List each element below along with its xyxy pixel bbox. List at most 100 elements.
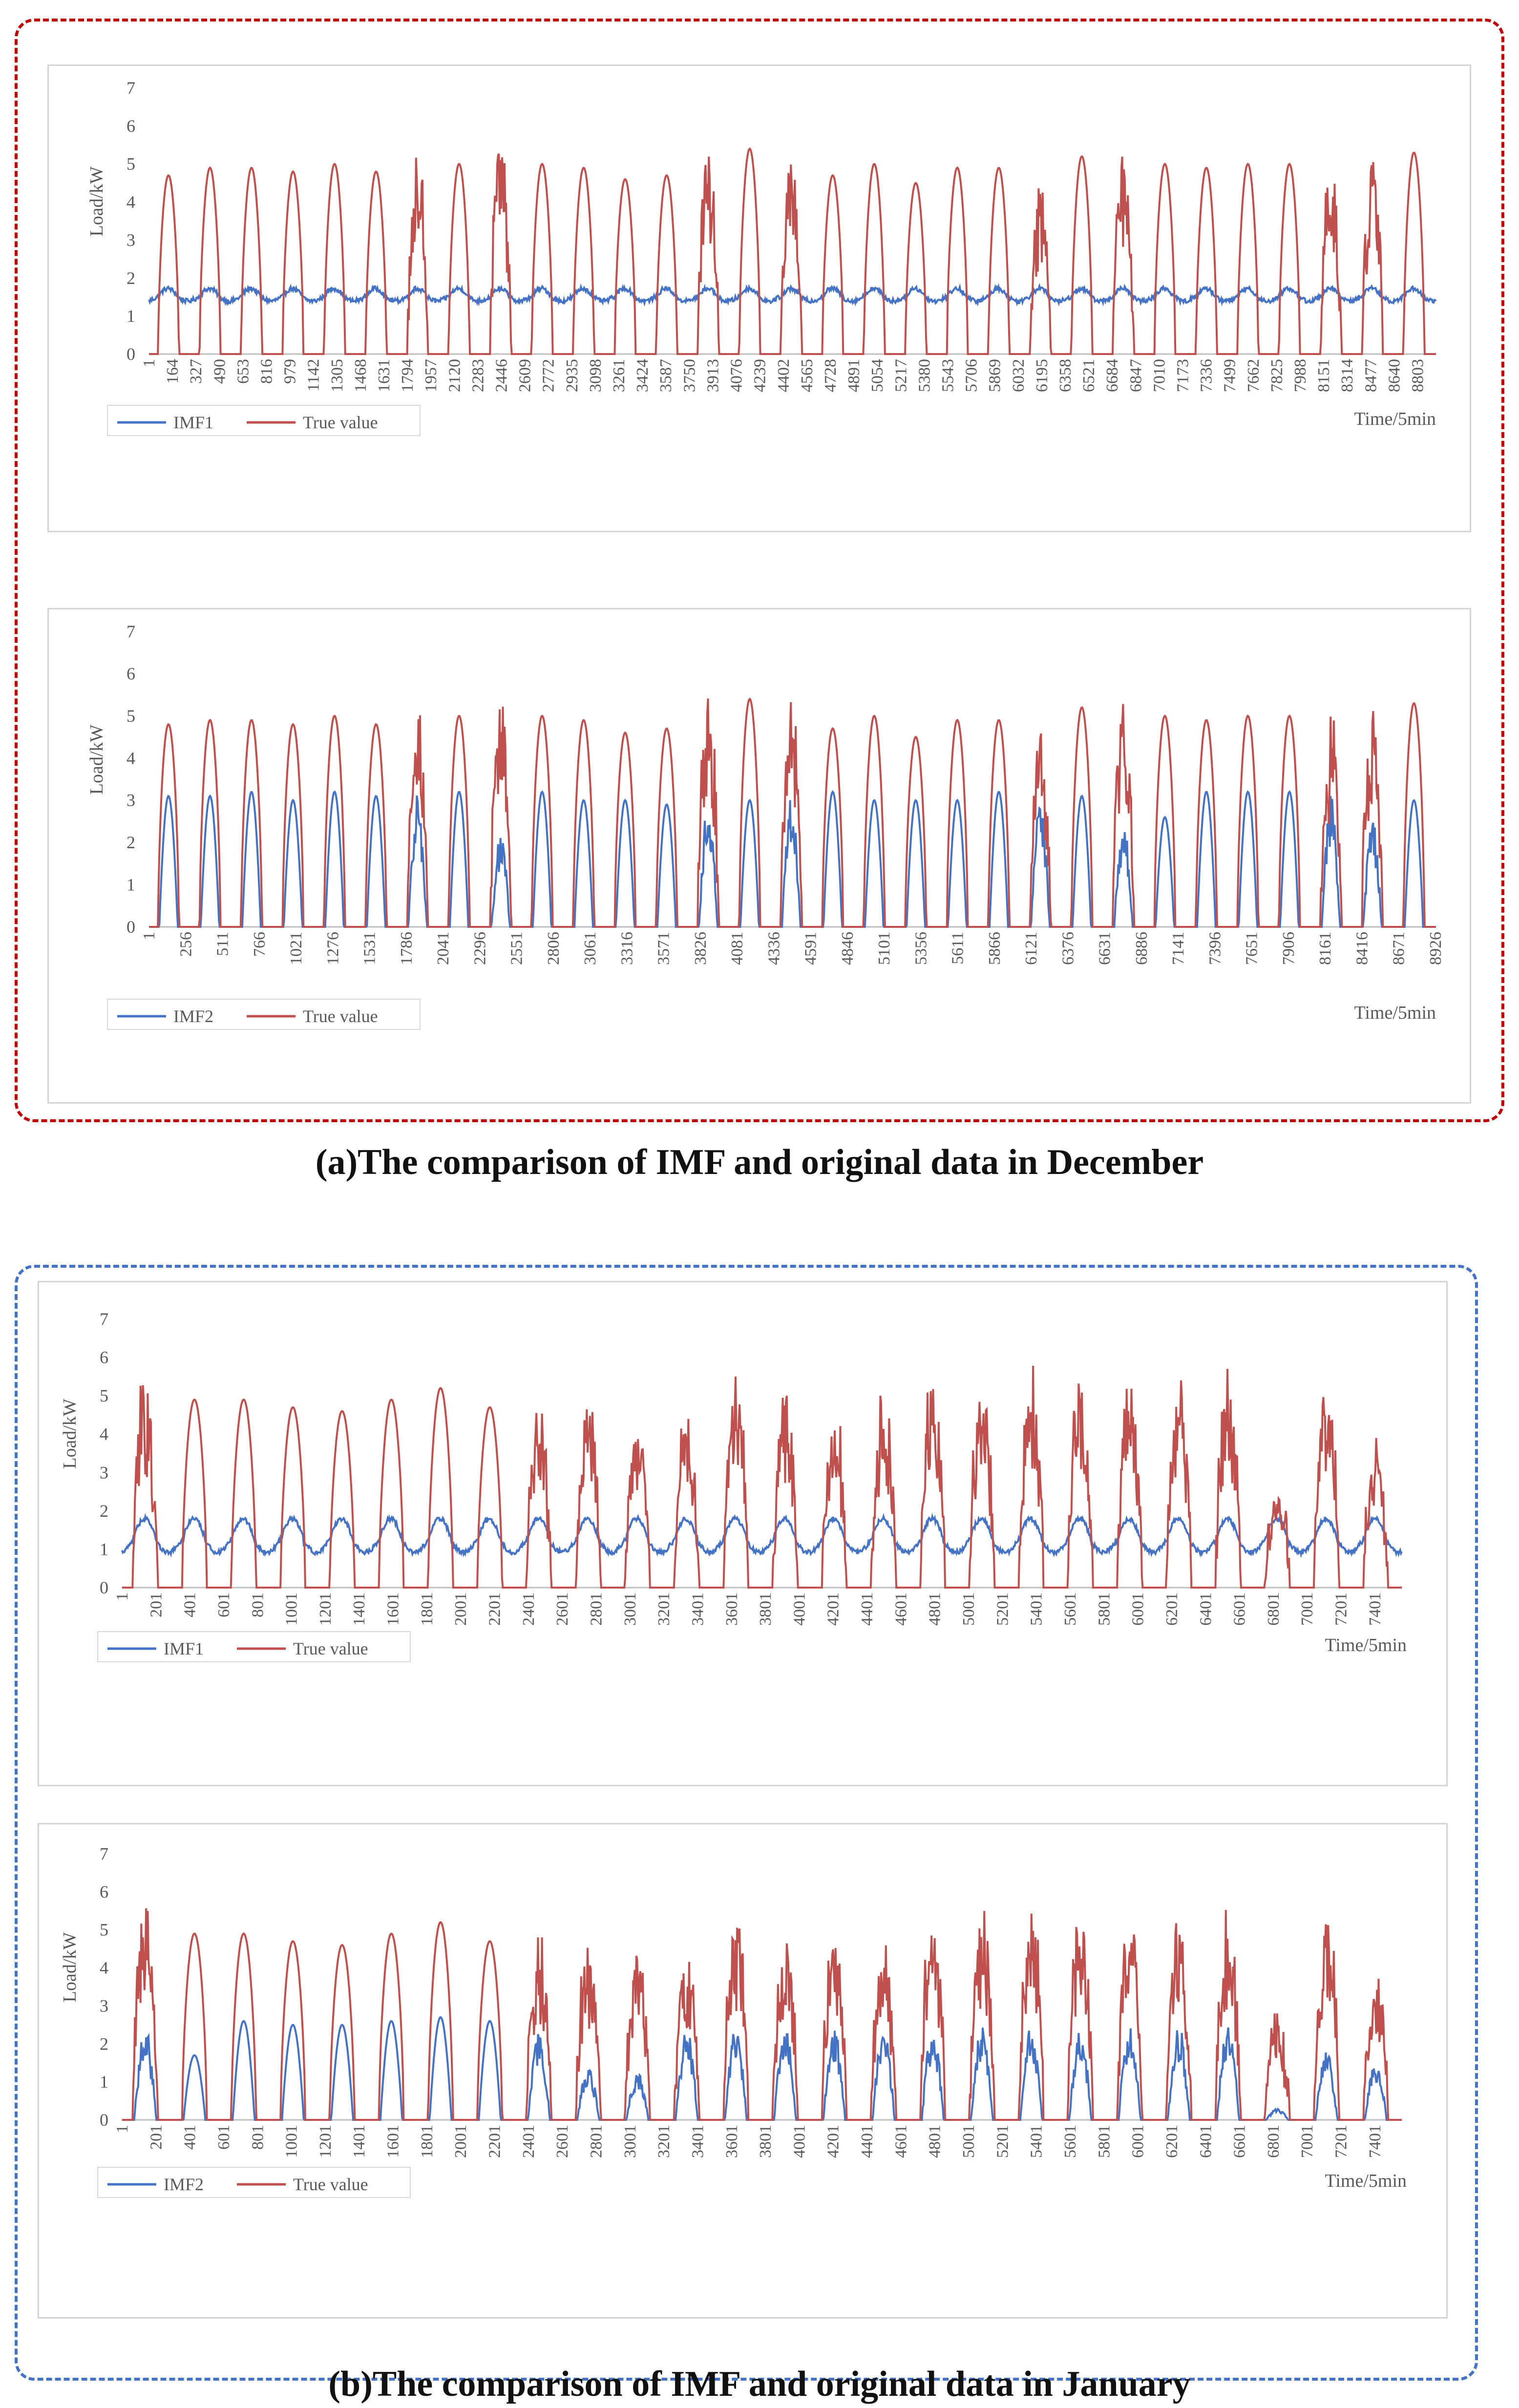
y-tick-label: 0: [127, 917, 135, 937]
x-tick-label: 6401: [1197, 2125, 1215, 2158]
x-tick-label: 6001: [1129, 2125, 1147, 2158]
x-tick-label: 8314: [1338, 359, 1356, 392]
x-tick-label: 7401: [1366, 2125, 1384, 2158]
legend-label-true-value: True value: [303, 413, 378, 432]
chart-frame-a-bottom: 0 1 2 3 4 5 6 7 Load/kW 1 256 511 766 1021 1276 1531 178…: [47, 608, 1471, 1104]
x-tick-label: 766: [251, 932, 269, 957]
x-tick-label: 3261: [610, 359, 628, 392]
y-tick-label: 4: [100, 1958, 108, 1978]
x-tick-label: 5401: [1028, 2125, 1046, 2158]
y-tick-label: 6: [127, 664, 135, 683]
y-tick-label: 6: [100, 1348, 108, 1367]
x-tick-label: 401: [181, 2125, 199, 2150]
january-group-box: [15, 1265, 1478, 2381]
x-tick-label: 2601: [553, 2125, 571, 2158]
x-tick-label: 7141: [1169, 932, 1187, 965]
y-tick-label: 5: [100, 1386, 108, 1405]
x-tick-label: 2283: [469, 359, 487, 392]
x-tick-label: 5054: [868, 359, 886, 392]
y-tick-label: 7: [100, 1844, 108, 1864]
legend-label-imf: IMF2: [164, 2175, 204, 2194]
x-tick-label: 7401: [1366, 1592, 1384, 1626]
x-tick-label: 5601: [1061, 1592, 1079, 1626]
x-tick-label: 5706: [963, 359, 981, 392]
x-tick-label: 6376: [1059, 932, 1077, 965]
x-tick-label: 8671: [1390, 932, 1408, 965]
x-tick-label: 6684: [1103, 359, 1121, 392]
x-tick-label: 6195: [1033, 359, 1051, 392]
caption-january: (b)The comparison of IMF and original da…: [328, 2364, 1191, 2404]
x-tick-label: 2201: [486, 2125, 504, 2158]
y-tick-label: 1: [127, 875, 135, 895]
x-tick-label: 6601: [1231, 2125, 1249, 2158]
x-tick-label: 2446: [493, 359, 511, 392]
series-line-imf2: [122, 2016, 1402, 2121]
x-tick-label: 8161: [1316, 932, 1334, 965]
x-axis-label: Time/5min: [1354, 1003, 1436, 1023]
x-tick-label: 6847: [1127, 359, 1145, 392]
x-tick-label: 3424: [633, 359, 652, 392]
x-tick-label: 3001: [621, 2125, 639, 2158]
y-tick-label: 2: [127, 833, 135, 852]
y-tick-label: 4: [100, 1424, 108, 1444]
series-line-true-value: [122, 1365, 1402, 1589]
x-tick-label: 1276: [324, 932, 342, 965]
y-tick-label: 6: [127, 116, 135, 136]
y-tick-label: 1: [100, 1539, 108, 1559]
series-line-imf1: [121, 1512, 1403, 1558]
legend-box: [97, 2167, 411, 2198]
x-tick-label: 979: [281, 359, 299, 384]
x-tick-label: 6801: [1265, 2125, 1283, 2158]
x-tick-label: 3826: [692, 932, 710, 965]
x-tick-label: 601: [215, 1592, 233, 1617]
x-tick-label: 1001: [283, 1592, 301, 1626]
x-tick-label: 6801: [1265, 1592, 1283, 1626]
x-tick-label: 7499: [1221, 359, 1239, 392]
x-tick-label: 1001: [283, 2125, 301, 2158]
x-tick-label: 2935: [563, 359, 581, 392]
x-tick-label: 6201: [1163, 2125, 1181, 2158]
chart-frame-b-top: 0 1 2 3 4 5 6 7 Load/kW 1 201 401 601 801 1001 1201 1401…: [38, 1281, 1448, 1786]
y-axis-label: Load/kW: [60, 1932, 80, 2003]
y-tick-label: 1: [127, 306, 135, 326]
y-tick-label: 6: [100, 1882, 108, 1902]
x-tick-label: 3601: [723, 1592, 741, 1626]
x-tick-label: 3750: [680, 359, 698, 392]
x-tick-label: 4239: [751, 359, 769, 392]
legend-label-imf: IMF1: [173, 413, 213, 432]
legend-label-true-value: True value: [293, 1639, 368, 1658]
x-tick-label: 1: [140, 932, 158, 940]
x-tick-label: 2772: [540, 359, 558, 392]
x-tick-label: 5101: [875, 932, 893, 965]
x-tick-label: 2296: [471, 932, 489, 965]
y-tick-label: 4: [127, 192, 135, 212]
x-tick-label: 4801: [926, 1592, 944, 1626]
x-tick-label: 5801: [1095, 2125, 1113, 2158]
x-tick-label: 3801: [757, 1592, 775, 1626]
x-tick-label: 4201: [824, 2125, 843, 2158]
x-tick-label: 2401: [520, 1592, 538, 1626]
x-tick-label: 5001: [960, 2125, 978, 2158]
x-tick-label: 1305: [328, 359, 346, 392]
x-tick-label: 4891: [845, 359, 863, 392]
x-tick-label: 1801: [418, 2125, 436, 2158]
x-tick-label: 8640: [1385, 359, 1403, 392]
x-tick-label: 1468: [352, 359, 370, 392]
legend-label-imf: IMF2: [173, 1006, 213, 1026]
x-tick-label: 7825: [1268, 359, 1286, 392]
x-tick-label: 8926: [1427, 932, 1445, 965]
x-tick-label: 3061: [581, 932, 599, 965]
y-tick-label: 3: [127, 230, 135, 250]
x-tick-label: 1: [113, 1592, 131, 1601]
x-tick-label: 7336: [1198, 359, 1216, 392]
x-axis-label: Time/5min: [1325, 2171, 1407, 2191]
x-tick-label: 1: [113, 2125, 131, 2133]
x-tick-label: 2801: [587, 2125, 605, 2158]
x-tick-label: 4601: [892, 1592, 910, 1626]
x-tick-label: 1201: [316, 1592, 335, 1626]
x-tick-label: 6001: [1129, 1592, 1147, 1626]
x-tick-label: 2001: [452, 1592, 470, 1626]
y-tick-label: 3: [127, 791, 135, 810]
